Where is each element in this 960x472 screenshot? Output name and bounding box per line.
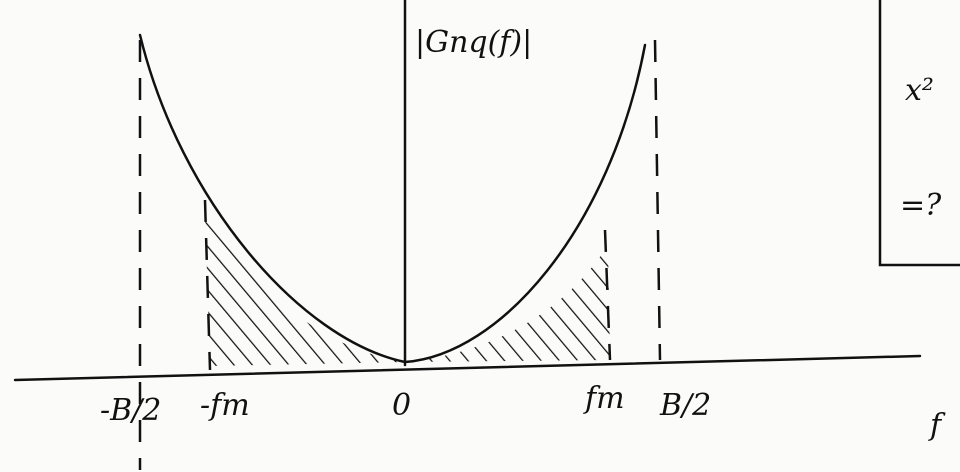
tick-label: 0 [392, 388, 411, 423]
box-text: =? [900, 188, 942, 223]
tick-label: B/2 [659, 388, 711, 423]
spectrum-sketch: |Gnq(f)| f -B/2 -fm 0 fm B/2 x² =? [0, 0, 960, 472]
y-label: |Gnq(f)| [415, 25, 532, 60]
box-text: x² [905, 73, 934, 108]
tick-label: fm [583, 381, 625, 416]
tick-label: -fm [200, 388, 250, 423]
tick-label: -B/2 [100, 393, 161, 428]
